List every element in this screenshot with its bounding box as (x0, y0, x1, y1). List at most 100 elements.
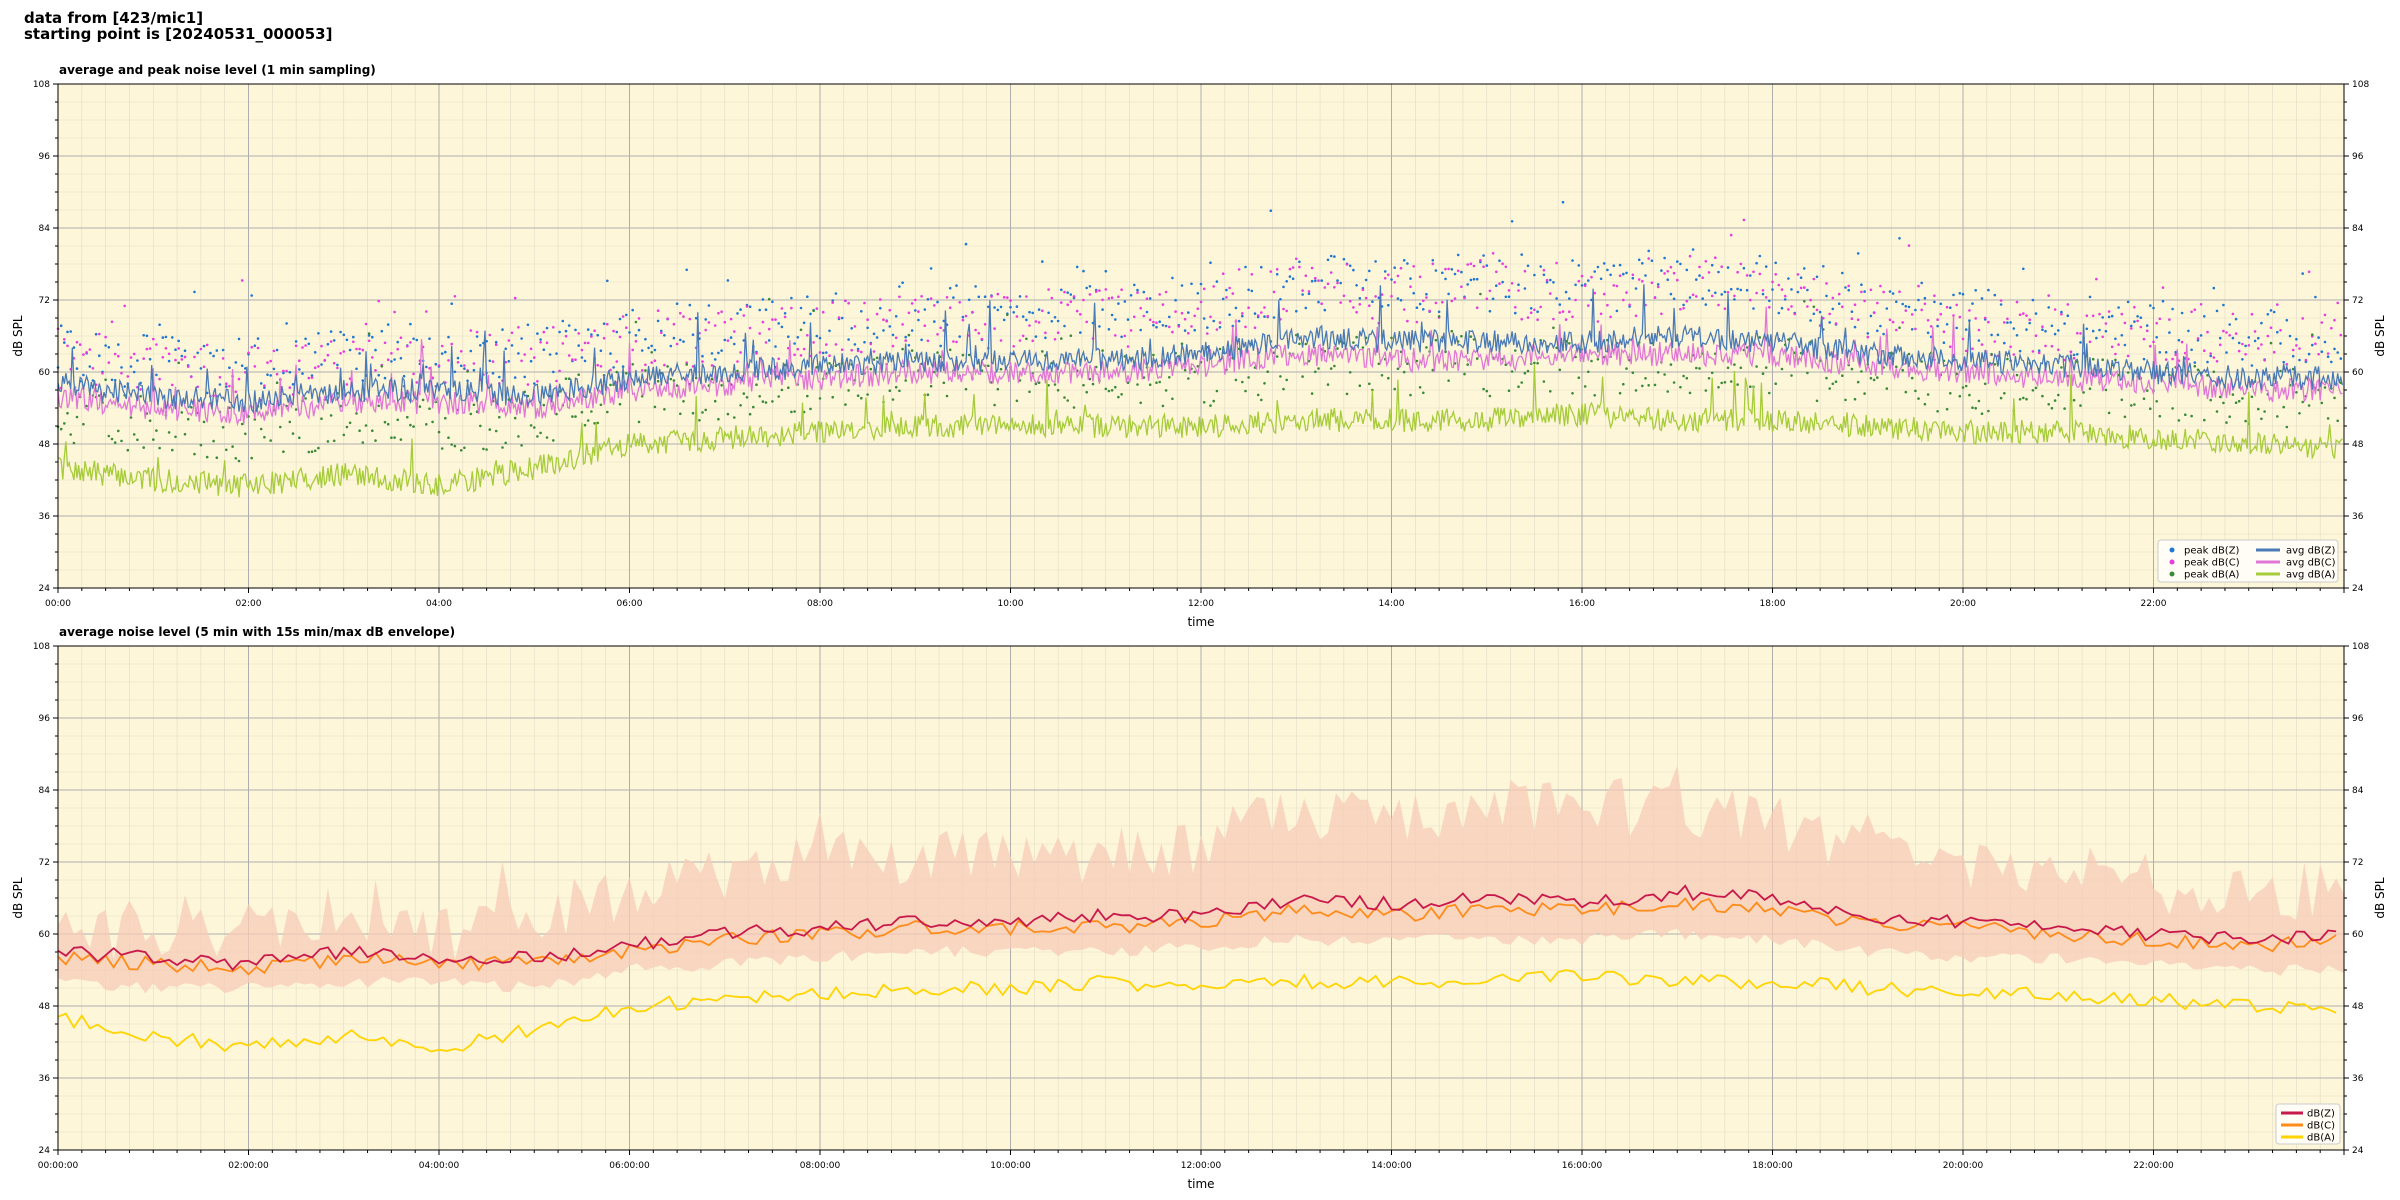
peak-point (1910, 313, 1914, 316)
peak-point (1085, 390, 1088, 394)
peak-point (386, 323, 390, 326)
peak-point (310, 450, 314, 454)
peak-point (1644, 377, 1647, 380)
peak-point (2298, 347, 2301, 350)
peak-point (815, 307, 819, 310)
y-ticks (53, 83, 2349, 589)
peak-point (263, 435, 266, 439)
peak-point (152, 337, 155, 341)
peak-point (936, 333, 939, 336)
peak-point (228, 384, 231, 388)
peak-point (894, 336, 898, 340)
peak-point (1218, 347, 1222, 351)
peak-point (132, 370, 136, 374)
peak-point (1876, 301, 1879, 305)
x-ticks (57, 1150, 2345, 1155)
y-tick-label-left: 108 (33, 80, 50, 90)
peak-point (1514, 349, 1517, 352)
peak-point (469, 412, 473, 416)
peak-point (1431, 262, 1435, 266)
peak-point (120, 366, 123, 369)
peak-point (1295, 309, 1298, 313)
peak-point (482, 447, 485, 451)
peak-point (2025, 328, 2028, 331)
peak-point (2250, 312, 2254, 316)
peak-point (618, 317, 622, 321)
peak-point (2215, 309, 2219, 313)
peak-point (615, 360, 619, 363)
peak-point (1885, 387, 1889, 390)
x-tick-label: 12:00 (1188, 599, 1214, 609)
peak-point (164, 335, 168, 339)
peak-point (2164, 358, 2168, 361)
peak-point (793, 410, 796, 413)
peak-point (1355, 310, 1358, 314)
peak-point (2082, 391, 2085, 394)
peak-point (2126, 300, 2130, 304)
peak-point (2266, 313, 2270, 316)
peak-point (707, 304, 711, 307)
peak-point (1031, 311, 1034, 315)
peak-point (1209, 315, 1212, 319)
peak-point (1409, 393, 1412, 397)
peak-point (2130, 404, 2133, 407)
peak-point (1044, 331, 1047, 335)
peak-point (872, 350, 876, 353)
peak-point (533, 382, 536, 385)
peak-point (856, 394, 860, 398)
peak-point (1402, 259, 1406, 262)
y-tick-label-left: 84 (39, 224, 51, 234)
peak-point (1990, 333, 1993, 337)
peak-point (447, 436, 450, 440)
peak-point (2336, 419, 2339, 423)
peak-point (380, 365, 384, 368)
peak-point (1736, 383, 1739, 386)
peak-point (1698, 367, 1701, 370)
peak-point (939, 326, 942, 330)
peak-point (1828, 321, 1831, 324)
peak-point (650, 351, 653, 354)
peak-point (967, 353, 971, 357)
peak-point (1977, 339, 1981, 342)
peak-point (1761, 289, 1765, 292)
peak-point (993, 403, 996, 407)
peak-point (2066, 314, 2070, 318)
peak-point (809, 407, 812, 411)
peak-point (1079, 313, 1082, 316)
peak-point (1164, 389, 1168, 392)
peak-point (244, 367, 247, 370)
peak-point (650, 344, 653, 348)
peak-point (1053, 383, 1057, 386)
peak-point (2222, 401, 2225, 405)
peak-point (383, 341, 387, 345)
peak-point (82, 422, 85, 426)
y-tick-label-right: 96 (2352, 152, 2364, 162)
peak-point (713, 324, 717, 327)
peak-point (1361, 346, 1365, 349)
peak-point (717, 351, 720, 355)
peak-point (371, 429, 374, 433)
peak-point (625, 326, 628, 330)
peak-point (1199, 282, 1203, 286)
peak-point (2145, 329, 2149, 333)
peak-point (1615, 309, 1619, 313)
peak-point (139, 394, 142, 398)
x-tick-label: 10:00 (998, 599, 1024, 609)
peak-point (294, 408, 298, 411)
peak-point (1876, 329, 1879, 333)
peak-point (313, 351, 317, 354)
peak-point (872, 358, 876, 361)
peak-point (2314, 342, 2317, 346)
peak-point (1266, 314, 1269, 318)
peak-point (612, 366, 615, 369)
peak-point (2072, 356, 2076, 360)
peak-point (2253, 330, 2257, 333)
peak-point (691, 365, 695, 368)
x-tick-label: 20:00 (1950, 599, 1976, 609)
peak-point (1583, 385, 1587, 388)
peak-point (520, 359, 523, 363)
peak-point (256, 346, 260, 350)
peak-point (253, 344, 257, 348)
minmax-envelope (58, 765, 2344, 994)
peak-point (529, 347, 533, 351)
